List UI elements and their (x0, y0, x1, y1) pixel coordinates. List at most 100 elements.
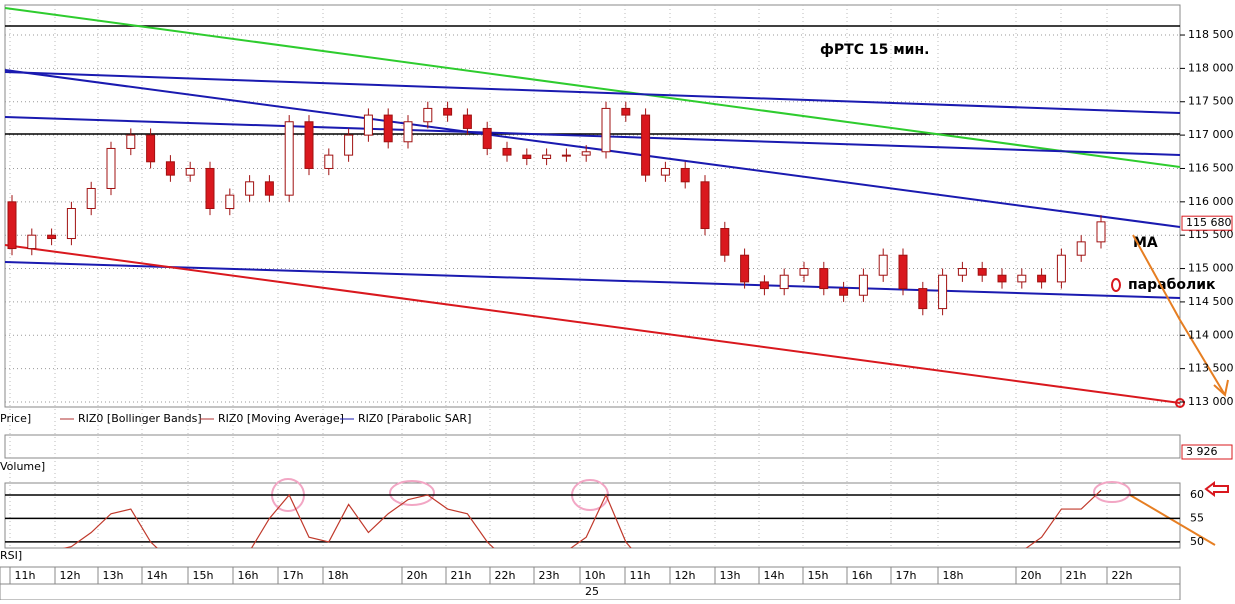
x-tick-label: 23h (539, 569, 560, 582)
candle-body (1076, 241, 1086, 256)
candle-body (86, 187, 96, 210)
candle-body (700, 181, 710, 230)
candle-body (245, 181, 255, 196)
x-tick-label: 18h (943, 569, 964, 582)
y-tick-label: 114 500 (1188, 295, 1234, 308)
x-tick-label: 12h (675, 569, 696, 582)
y-tick-label: 116 000 (1188, 195, 1234, 208)
candle-body (502, 147, 512, 156)
candle-body (680, 167, 690, 183)
rsi-panel (4, 482, 1181, 549)
legend-entry: RIZ0 [Parabolic SAR] (358, 412, 471, 425)
candle-body (423, 107, 433, 123)
x-tick-label: 20h (1021, 569, 1042, 582)
chart-title: фРТС 15 мин. (820, 42, 929, 58)
candle-body (1017, 274, 1027, 283)
legend-entry: RIZ0 [Moving Average] (218, 412, 344, 425)
trend-line (4, 244, 1181, 404)
x-tick-label: 12h (60, 569, 81, 582)
y-tick-label: 118 000 (1188, 61, 1234, 74)
candle-body (403, 121, 413, 143)
candle-body (363, 114, 373, 136)
highlight (1093, 481, 1131, 503)
x-tick-label: 15h (193, 569, 214, 582)
volume-last-label: 3 926 (1186, 445, 1218, 458)
candle-body (977, 268, 987, 276)
candle-body (522, 154, 532, 159)
candle-body (957, 268, 967, 276)
candle-body (146, 134, 156, 163)
candle-body (344, 134, 354, 156)
candle-body (462, 114, 472, 129)
x-tick-label: 11h (630, 569, 651, 582)
x-tick-label: 22h (1112, 569, 1133, 582)
x-tick-label: 16h (238, 569, 259, 582)
candle-body (27, 234, 37, 250)
x-tick-label: 10h (585, 569, 606, 582)
trend-line (4, 71, 1181, 114)
candle-body (304, 121, 314, 169)
marker (1175, 398, 1185, 408)
arrow (1129, 494, 1216, 546)
candle-body (601, 107, 611, 153)
candle-body (7, 201, 17, 250)
candles (7, 101, 1106, 316)
trend-line (4, 116, 1181, 156)
y-tick-label: 116 500 (1188, 161, 1234, 174)
candle-body (383, 114, 393, 143)
volume-last-box (1181, 444, 1233, 460)
x-tick-label: 17h (283, 569, 304, 582)
candle-body (324, 154, 334, 169)
y-tick-label: 115 000 (1188, 262, 1234, 275)
x-tick-label: 11h (15, 569, 36, 582)
candle-body (997, 274, 1007, 283)
arrow-icon (1204, 481, 1229, 497)
trend-line (4, 69, 1181, 228)
candle-body (225, 194, 235, 210)
candle-body (542, 154, 552, 159)
rsi-tick-label: 60 (1190, 488, 1204, 501)
rsi-legend: RSI] (0, 549, 22, 562)
x-tick-label: 13h (103, 569, 124, 582)
candle-body (839, 288, 849, 296)
volume-legend: Volume] (0, 460, 45, 473)
y-tick-label: 117 000 (1188, 128, 1234, 141)
candle-body (1037, 274, 1047, 283)
x-tick-label: 21h (1066, 569, 1087, 582)
candle-body (898, 254, 908, 290)
candle-body (561, 154, 571, 157)
candle-body (938, 274, 948, 310)
date-label: 25 (585, 585, 599, 598)
candle-body (66, 208, 76, 240)
candle-body (779, 274, 789, 290)
x-tick-label: 17h (896, 569, 917, 582)
candle-body (47, 234, 57, 240)
candle-body (740, 254, 750, 283)
x-tick-label: 13h (720, 569, 741, 582)
highlight (389, 480, 435, 506)
last-price-label: 115 680 (1186, 216, 1232, 229)
candle-body (621, 107, 631, 116)
candle-body (1056, 254, 1066, 283)
candle-body (106, 147, 116, 189)
candle-body (819, 268, 829, 290)
rsi-tick-label: 50 (1190, 535, 1204, 548)
volume-panel (4, 434, 1181, 459)
candle-body (165, 161, 175, 176)
x-tick-label: 22h (495, 569, 516, 582)
candle-body (126, 134, 136, 149)
arrow (1132, 234, 1226, 396)
candle-body (185, 167, 195, 176)
x-tick-label: 14h (147, 569, 168, 582)
candle-body (759, 281, 769, 290)
candle-body (482, 127, 492, 149)
candle-body (284, 121, 294, 196)
candle-body (858, 274, 868, 296)
candle-body (799, 268, 809, 276)
trend-line (4, 261, 1181, 299)
candle-body (878, 254, 888, 276)
y-tick-label: 113 500 (1188, 362, 1234, 375)
arrow-head (1213, 379, 1229, 397)
x-tick-label: 18h (328, 569, 349, 582)
